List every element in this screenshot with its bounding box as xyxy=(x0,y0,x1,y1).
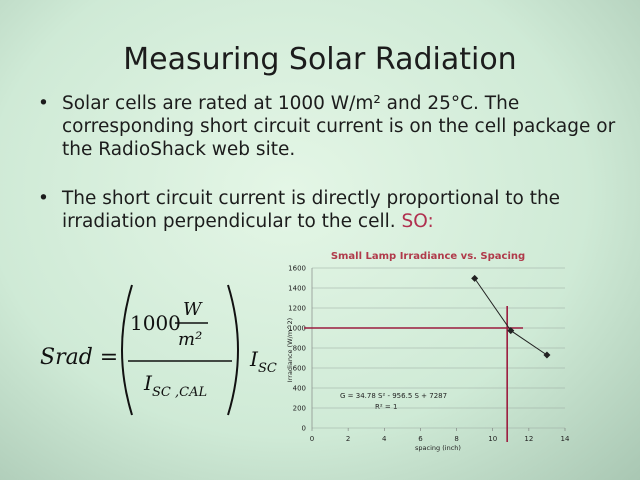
y-tick-label: 0 xyxy=(302,425,306,433)
y-tick-label: 1400 xyxy=(288,285,306,293)
y-tick-label: 400 xyxy=(293,385,306,393)
factor-symbol: I xyxy=(249,347,259,371)
chart-title: Small Lamp Irradiance vs. Spacing xyxy=(331,251,525,262)
y-tick-label: 600 xyxy=(293,365,306,373)
data-line xyxy=(474,278,548,356)
y-tick-label: 200 xyxy=(293,405,306,413)
y-axis-label: Irradiance (W/m^2) xyxy=(286,318,294,382)
x-tick-label: 6 xyxy=(418,435,423,443)
x-tick-label: 0 xyxy=(310,435,314,443)
unit-top: W xyxy=(183,299,203,320)
data-point xyxy=(471,274,479,282)
denominator-subscript: SC ,CAL xyxy=(152,385,207,400)
x-tick-label: 8 xyxy=(454,435,458,443)
y-tick-label: 1000 xyxy=(288,325,306,333)
x-tick-label: 4 xyxy=(382,435,387,443)
y-tick-label: 1600 xyxy=(288,265,306,273)
paren xyxy=(121,284,133,416)
factor-subscript: SC xyxy=(258,361,277,376)
x-tick-label: 10 xyxy=(488,435,497,443)
x-tick-label: 12 xyxy=(524,435,533,443)
numerator: 1000 xyxy=(130,311,181,335)
chart: Small Lamp Irradiance vs. Spacing spacin… xyxy=(286,251,570,452)
annotation: R² = 1 xyxy=(375,403,397,411)
annotation: G = 34.78 S² - 956.5 S + 7287 xyxy=(340,392,447,400)
y-tick-label: 800 xyxy=(293,345,306,353)
x-tick-label: 14 xyxy=(561,435,570,443)
bullet: The short circuit current is directly pr… xyxy=(38,187,622,233)
y-tick-label: 1200 xyxy=(288,305,306,313)
data-point xyxy=(543,351,551,359)
slide-title: Measuring Solar Radiation xyxy=(123,42,517,77)
bullet: Solar cells are rated at 1000 W/m² and 2… xyxy=(38,92,622,161)
x-tick-label: 2 xyxy=(346,435,350,443)
paren xyxy=(227,284,239,416)
emphasis: SO: xyxy=(401,211,434,232)
x-axis-label: spacing (inch) xyxy=(415,444,461,452)
bullet-text: The short circuit current is directly pr… xyxy=(62,188,561,232)
data-point xyxy=(507,327,515,335)
formula: Srad = 1000 W m² I SC ,CAL I SC xyxy=(40,284,277,416)
unit-bottom: m² xyxy=(178,329,202,350)
denominator-symbol: I xyxy=(143,371,153,395)
formula-lhs: Srad = xyxy=(40,345,118,370)
